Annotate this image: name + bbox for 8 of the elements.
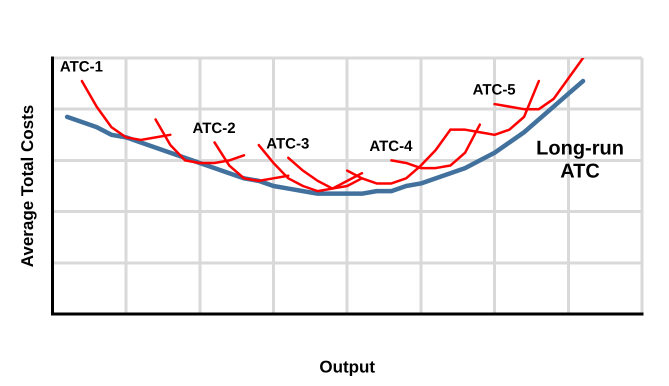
series-label: ATC-1 [60,58,103,76]
series-label: ATC-5 [472,82,516,99]
series-label: ATC-3 [266,135,310,152]
series-label: ATC-2 [192,120,236,138]
x-axis-title: Output [319,357,376,376]
series-label: Long-run ATC [536,138,624,183]
series-label: ATC-4 [369,138,414,156]
y-axis-title: Average Total Costs [18,104,37,268]
